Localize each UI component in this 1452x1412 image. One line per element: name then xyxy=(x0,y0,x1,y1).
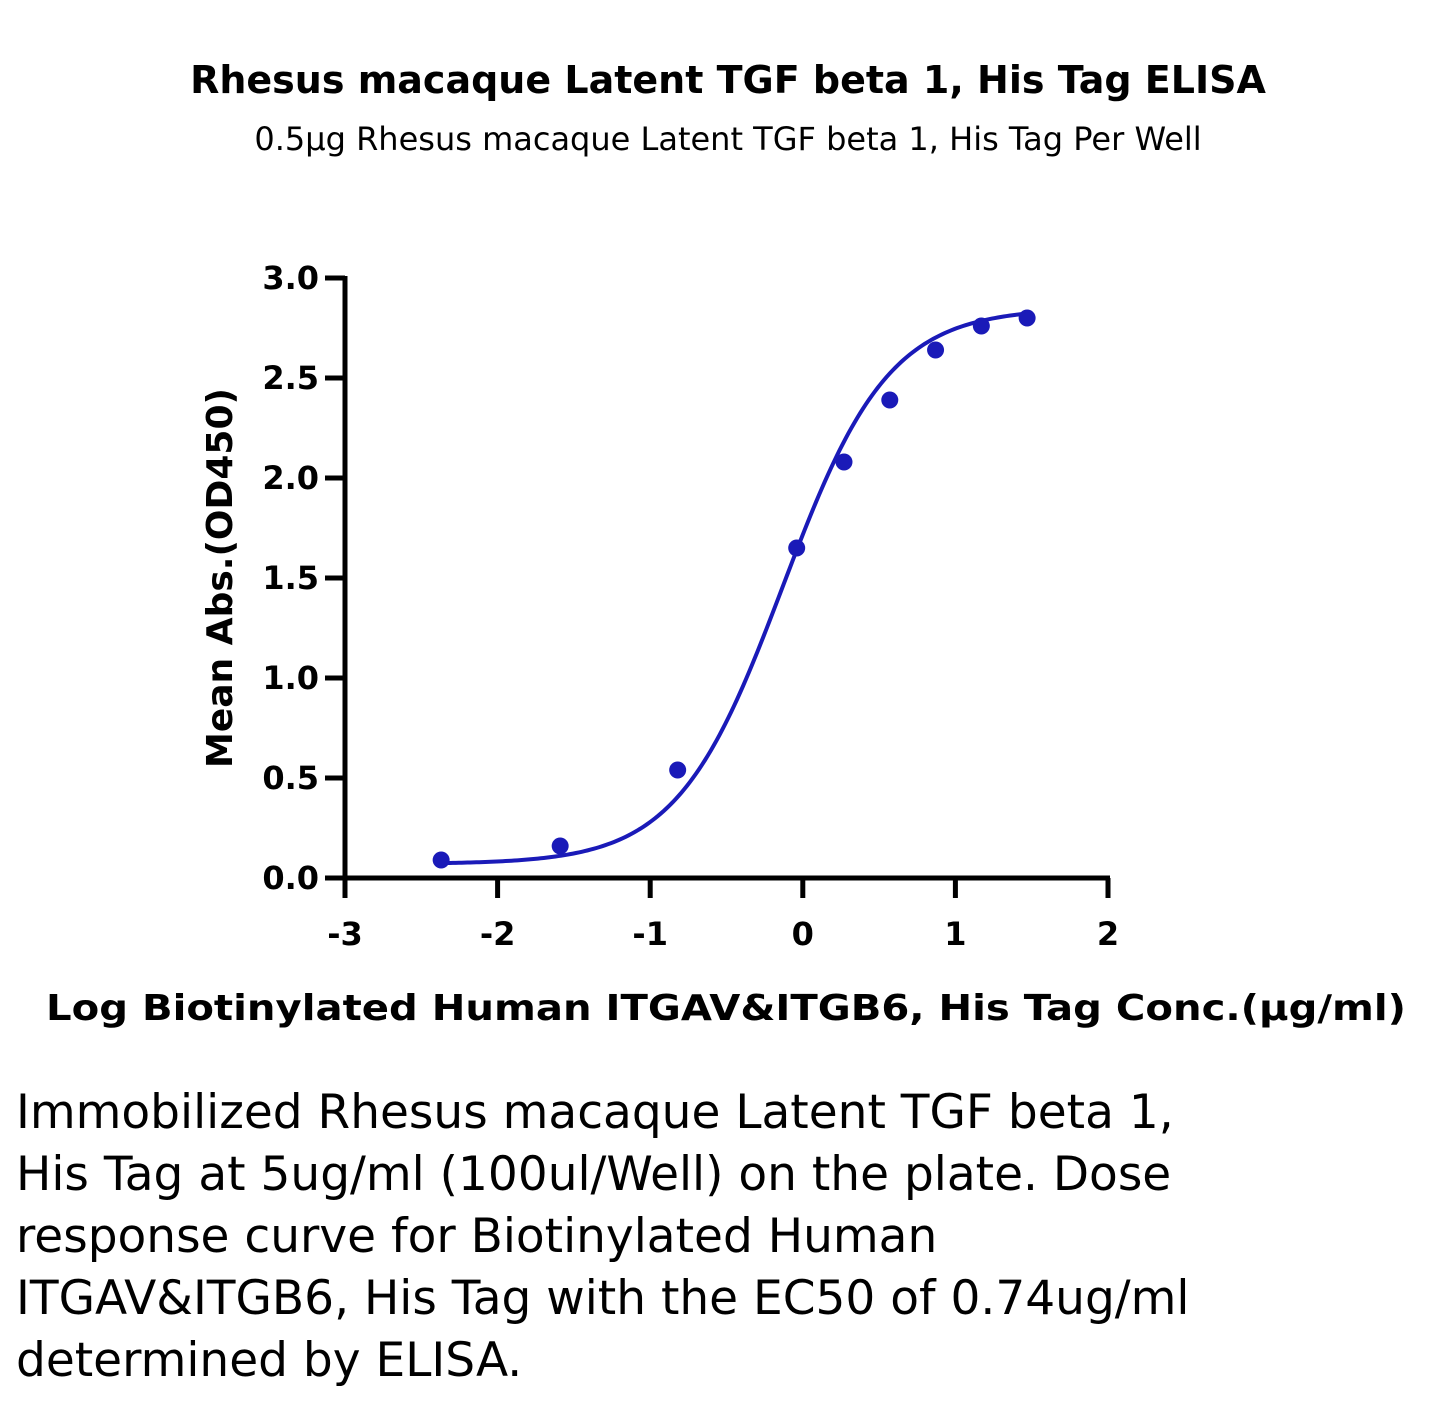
chart-subtitle: 0.5μg Rhesus macaque Latent TGF beta 1, … xyxy=(254,120,1201,158)
y-tick-label: 2.0 xyxy=(262,459,319,497)
data-point xyxy=(669,761,687,779)
data-point xyxy=(835,453,853,471)
elisa-chart: Rhesus macaque Latent TGF beta 1, His Ta… xyxy=(46,58,1406,1029)
data-point xyxy=(788,539,806,557)
x-tick-label: -1 xyxy=(632,915,668,953)
x-axis-label: Log Biotinylated Human ITGAV&ITGB6, His … xyxy=(46,988,1406,1029)
x-tick-label: 1 xyxy=(944,915,966,953)
x-tick-label: 2 xyxy=(1097,915,1119,953)
fit-curve-layer xyxy=(441,311,1028,866)
data-point xyxy=(551,837,569,855)
fit-curve-line xyxy=(441,311,1028,866)
chart-axes: 0.0 0.5 1.0 1.5 2.0 2.5 3.0 -3 -2 -1 0 1 2 xyxy=(262,259,1119,953)
figure-caption: Immobilized Rhesus macaque Latent TGF be… xyxy=(16,1085,1190,1388)
y-tick-label: 1.0 xyxy=(262,659,319,697)
data-points-layer xyxy=(432,309,1036,869)
y-tick-label: 0.0 xyxy=(262,859,319,897)
y-tick-label: 2.5 xyxy=(262,359,319,397)
data-point xyxy=(881,391,899,409)
x-tick-label: -3 xyxy=(327,915,363,953)
y-tick-label: 3.0 xyxy=(262,259,319,297)
data-point xyxy=(1018,309,1036,327)
y-axis-label: Mean Abs.(OD450) xyxy=(200,388,241,768)
data-point xyxy=(432,851,450,869)
x-tick-label: 0 xyxy=(792,915,814,953)
y-tick-label: 1.5 xyxy=(262,559,319,597)
chart-title: Rhesus macaque Latent TGF beta 1, His Ta… xyxy=(190,58,1266,102)
data-point xyxy=(972,317,990,335)
x-tick-label: -2 xyxy=(480,915,516,953)
y-tick-label: 0.5 xyxy=(262,759,319,797)
data-point xyxy=(927,341,945,359)
